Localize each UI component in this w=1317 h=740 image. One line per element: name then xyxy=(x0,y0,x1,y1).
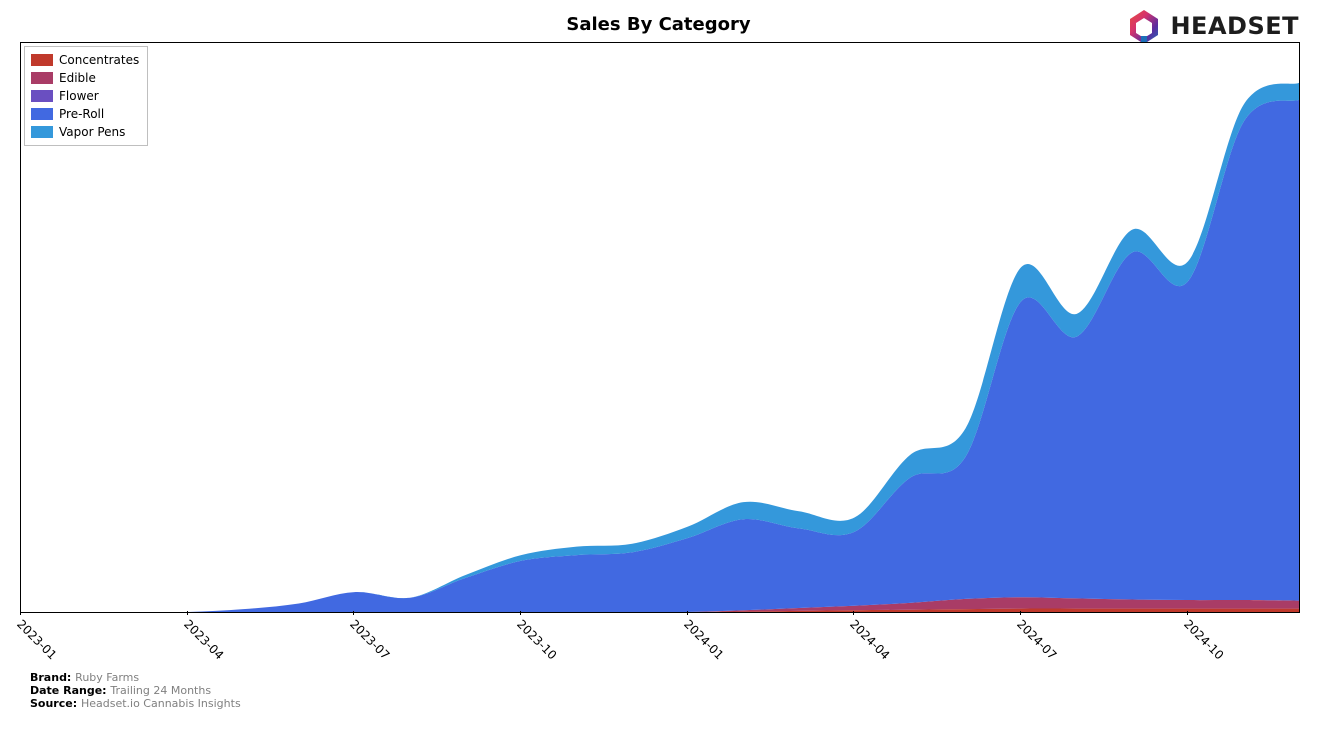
x-tick-mark xyxy=(687,611,688,615)
meta-line: Date Range: Trailing 24 Months xyxy=(30,684,241,697)
x-tick-mark xyxy=(187,611,188,615)
legend-item-concentrates: Concentrates xyxy=(31,51,139,69)
stacked-area-svg xyxy=(21,43,1299,612)
legend-item-vapor-pens: Vapor Pens xyxy=(31,123,139,141)
legend-item-flower: Flower xyxy=(31,87,139,105)
x-tick-label: 2024-07 xyxy=(1014,617,1059,662)
x-tick-label: 2023-01 xyxy=(14,617,59,662)
area-pre-roll xyxy=(21,100,1299,612)
chart-title: Sales By Category xyxy=(0,14,1317,35)
meta-value: Trailing 24 Months xyxy=(110,684,211,697)
x-tick-label: 2024-04 xyxy=(848,617,893,662)
meta-key: Date Range: xyxy=(30,684,110,697)
legend-swatch xyxy=(31,90,53,102)
x-tick-label: 2024-01 xyxy=(681,617,726,662)
legend-label: Flower xyxy=(59,89,99,103)
x-tick-label: 2023-04 xyxy=(181,617,226,662)
legend-item-edible: Edible xyxy=(31,69,139,87)
legend-label: Pre-Roll xyxy=(59,107,104,121)
chart-legend: Concentrates Edible Flower Pre-Roll Vapor Pe… xyxy=(24,46,148,146)
legend-swatch xyxy=(31,108,53,120)
legend-swatch xyxy=(31,126,53,138)
x-tick-mark xyxy=(1020,611,1021,615)
legend-swatch xyxy=(31,54,53,66)
x-tick-mark xyxy=(20,611,21,615)
headset-logo-text: HEADSET xyxy=(1170,12,1299,40)
x-tick-mark xyxy=(353,611,354,615)
x-tick-label: 2023-10 xyxy=(514,617,559,662)
meta-value: Headset.io Cannabis Insights xyxy=(81,697,241,710)
legend-label: Vapor Pens xyxy=(59,125,125,139)
legend-item-pre-roll: Pre-Roll xyxy=(31,105,139,123)
meta-line: Brand: Ruby Farms xyxy=(30,671,241,684)
meta-value: Ruby Farms xyxy=(75,671,139,684)
legend-swatch xyxy=(31,72,53,84)
headset-logo-icon xyxy=(1124,6,1164,46)
chart-metadata: Brand: Ruby FarmsDate Range: Trailing 24… xyxy=(30,671,241,710)
x-tick-mark xyxy=(1187,611,1188,615)
x-tick-label: 2023-07 xyxy=(347,617,392,662)
meta-key: Source: xyxy=(30,697,81,710)
x-tick-mark xyxy=(520,611,521,615)
meta-line: Source: Headset.io Cannabis Insights xyxy=(30,697,241,710)
meta-key: Brand: xyxy=(30,671,75,684)
x-tick-mark xyxy=(853,611,854,615)
chart-plot-area xyxy=(20,42,1300,613)
legend-label: Edible xyxy=(59,71,96,85)
headset-logo: HEADSET xyxy=(1124,6,1299,46)
legend-label: Concentrates xyxy=(59,53,139,67)
x-tick-label: 2024-10 xyxy=(1181,617,1226,662)
